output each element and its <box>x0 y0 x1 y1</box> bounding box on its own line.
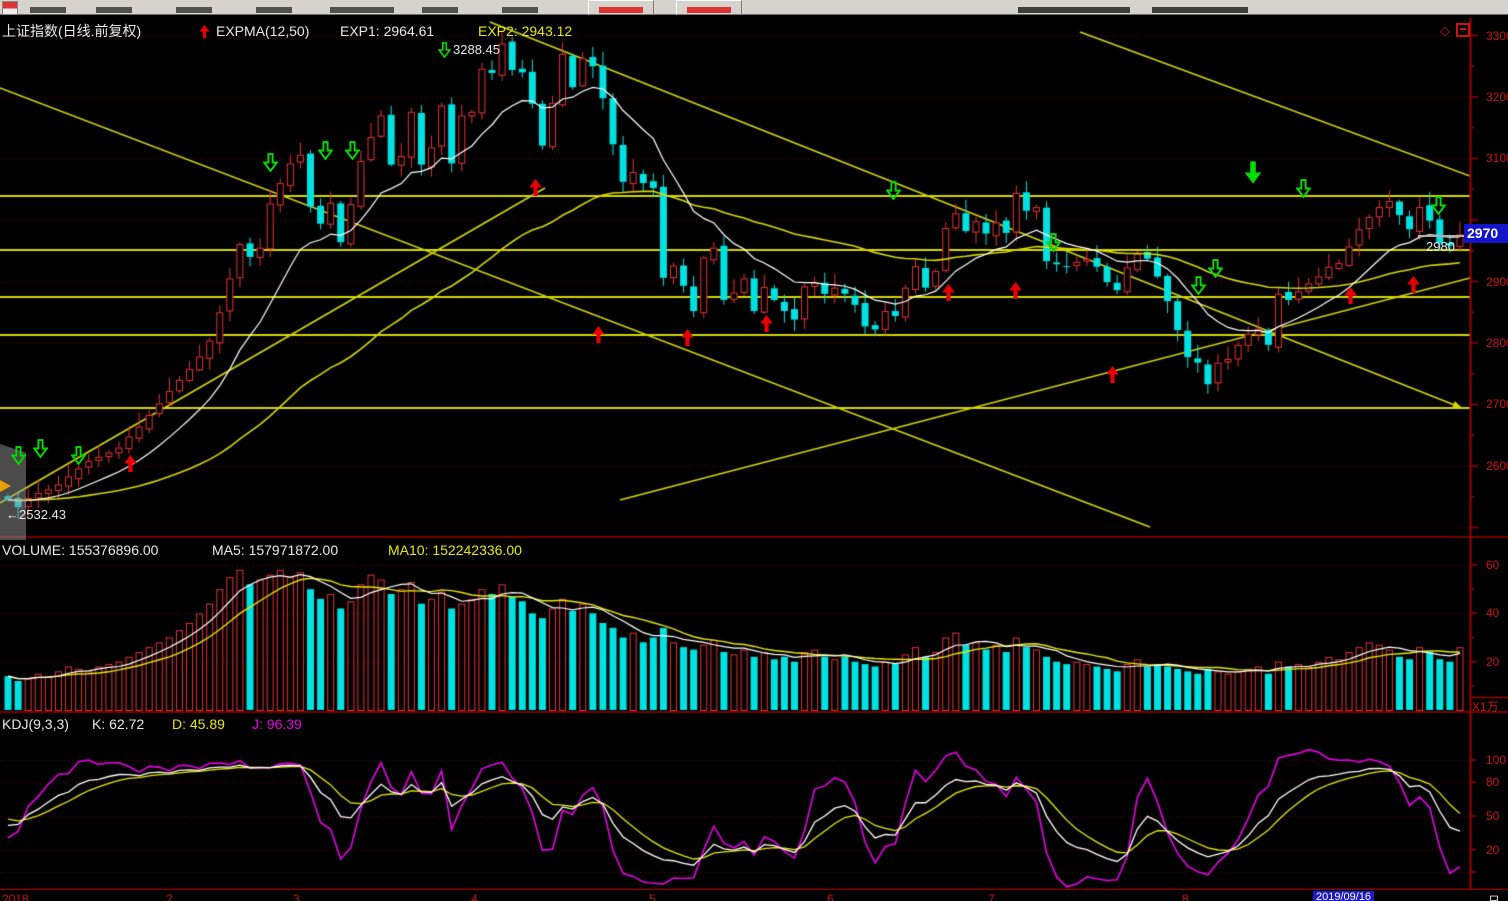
buy-signal-arrow <box>941 283 956 307</box>
price-axis-label: 2900 <box>1486 275 1508 289</box>
low-price-label: ←2532.43 <box>6 507 66 522</box>
orange-marker-icon <box>0 480 11 492</box>
menu-item-cut[interactable] <box>1018 7 1130 13</box>
menu-item-cut[interactable] <box>96 7 132 13</box>
menu-item-cut[interactable] <box>1152 7 1248 13</box>
menu-item-cut[interactable] <box>256 7 292 13</box>
time-axis[interactable]: 2018 2 3 4 5 6 7 8 2019/09/16 日 <box>0 890 1508 901</box>
time-axis-month-label: 3 <box>293 892 300 901</box>
menu-bar <box>0 0 1508 15</box>
app-icon <box>2 1 18 15</box>
time-axis-month-label: 6 <box>827 892 834 901</box>
volume-value: VOLUME: 155376896.00 <box>2 542 159 558</box>
sell-signal-arrow <box>884 180 902 205</box>
sell-signal-arrow <box>1429 195 1447 220</box>
time-axis-month-label: 8 <box>1182 892 1189 901</box>
time-axis-month-label: 4 <box>471 892 478 901</box>
period-button[interactable]: 日 <box>1488 894 1501 901</box>
price-axis-label: 3100 <box>1486 151 1508 165</box>
kdj-axis-label: 80 <box>1486 775 1500 789</box>
kdj-axis-label: 20 <box>1486 843 1500 857</box>
time-axis-month-label: 2 <box>166 892 173 901</box>
buy-signal-arrow <box>1343 286 1358 310</box>
kdj-axis-label: 100 <box>1486 753 1507 767</box>
buy-signal-arrow <box>680 328 695 352</box>
kdj-k-value: K: 62.72 <box>92 716 145 732</box>
peak-down-arrow-icon <box>438 42 451 58</box>
time-axis-month-label: 7 <box>988 892 995 901</box>
sell-signal-arrow <box>31 438 49 463</box>
menu-item-cut[interactable] <box>330 7 394 13</box>
sell-signal-arrow <box>69 445 87 470</box>
menu-item-cut[interactable] <box>422 7 458 13</box>
chart-title: 上证指数(日线.前复权) <box>2 23 142 39</box>
volume-axis-label: 20 <box>1486 655 1500 669</box>
diamond-icon[interactable]: ◇ <box>1440 23 1450 38</box>
kdj-d-value: D: 45.89 <box>172 716 225 732</box>
sell-signal-arrow <box>1044 232 1062 257</box>
peak-price-label: 3288.45 <box>453 42 500 57</box>
buy-signal-arrow <box>1008 281 1023 305</box>
buy-signal-arrow <box>1105 365 1120 389</box>
exp2-value: EXP2: 2943.12 <box>478 23 573 39</box>
buy-signal-arrow <box>591 325 606 349</box>
window-box-icon[interactable] <box>1456 23 1470 37</box>
sell-signal-arrow <box>1189 275 1207 300</box>
kdj-indicator-label: KDJ(9,3,3) <box>2 716 69 732</box>
price-axis-label: 3200 <box>1486 90 1508 104</box>
menu-red-button[interactable] <box>588 0 654 15</box>
sell-signal-arrow <box>9 445 27 470</box>
menu-item-cut[interactable] <box>176 7 212 13</box>
menu-item-cut[interactable] <box>502 7 538 13</box>
price-axis-label: 2600 <box>1486 459 1508 473</box>
sell-signal-arrow <box>316 140 334 165</box>
time-axis-month-label: 5 <box>649 892 656 901</box>
indicator-label: EXPMA(12,50) <box>216 23 310 39</box>
kdj-j-value: J: 96.39 <box>252 716 302 732</box>
buy-signal-arrow <box>1406 275 1421 299</box>
volume-unit-label: X1万 <box>1472 700 1499 714</box>
price-axis-label: 3300 <box>1486 29 1508 43</box>
last-price-label: 2980 <box>1426 239 1455 254</box>
menu-red-button[interactable] <box>676 0 742 15</box>
buy-signal-arrow <box>123 454 138 478</box>
buy-signal-arrow <box>528 178 543 202</box>
volume-axis-label: 60 <box>1486 558 1500 572</box>
volume-ma5-value: MA5: 157971872.00 <box>212 542 339 558</box>
price-axis-label: 2700 <box>1486 397 1508 411</box>
current-price-badge: 2970 <box>1464 224 1508 243</box>
kdj-axis-label: 50 <box>1486 809 1500 823</box>
selected-date-box: 2019/09/16 <box>1313 891 1375 901</box>
sell-signal-arrow <box>261 152 279 177</box>
time-axis-year-label: 2018 <box>2 892 29 901</box>
last-price-line <box>1418 235 1468 237</box>
buy-signal-arrow <box>759 314 774 338</box>
sell-signal-arrow <box>343 140 361 165</box>
sell-signal-arrow <box>1294 178 1312 203</box>
volume-axis-label: 40 <box>1486 606 1500 620</box>
exp1-value: EXP1: 2964.61 <box>340 23 435 39</box>
volume-ma10-value: MA10: 152242336.00 <box>388 542 522 558</box>
price-axis-label: 2800 <box>1486 336 1508 350</box>
sell-signal-arrow-solid <box>1243 160 1263 190</box>
menu-item-cut[interactable] <box>30 7 66 13</box>
expma-up-arrow-icon <box>199 24 210 39</box>
sell-signal-arrow <box>1206 258 1224 283</box>
